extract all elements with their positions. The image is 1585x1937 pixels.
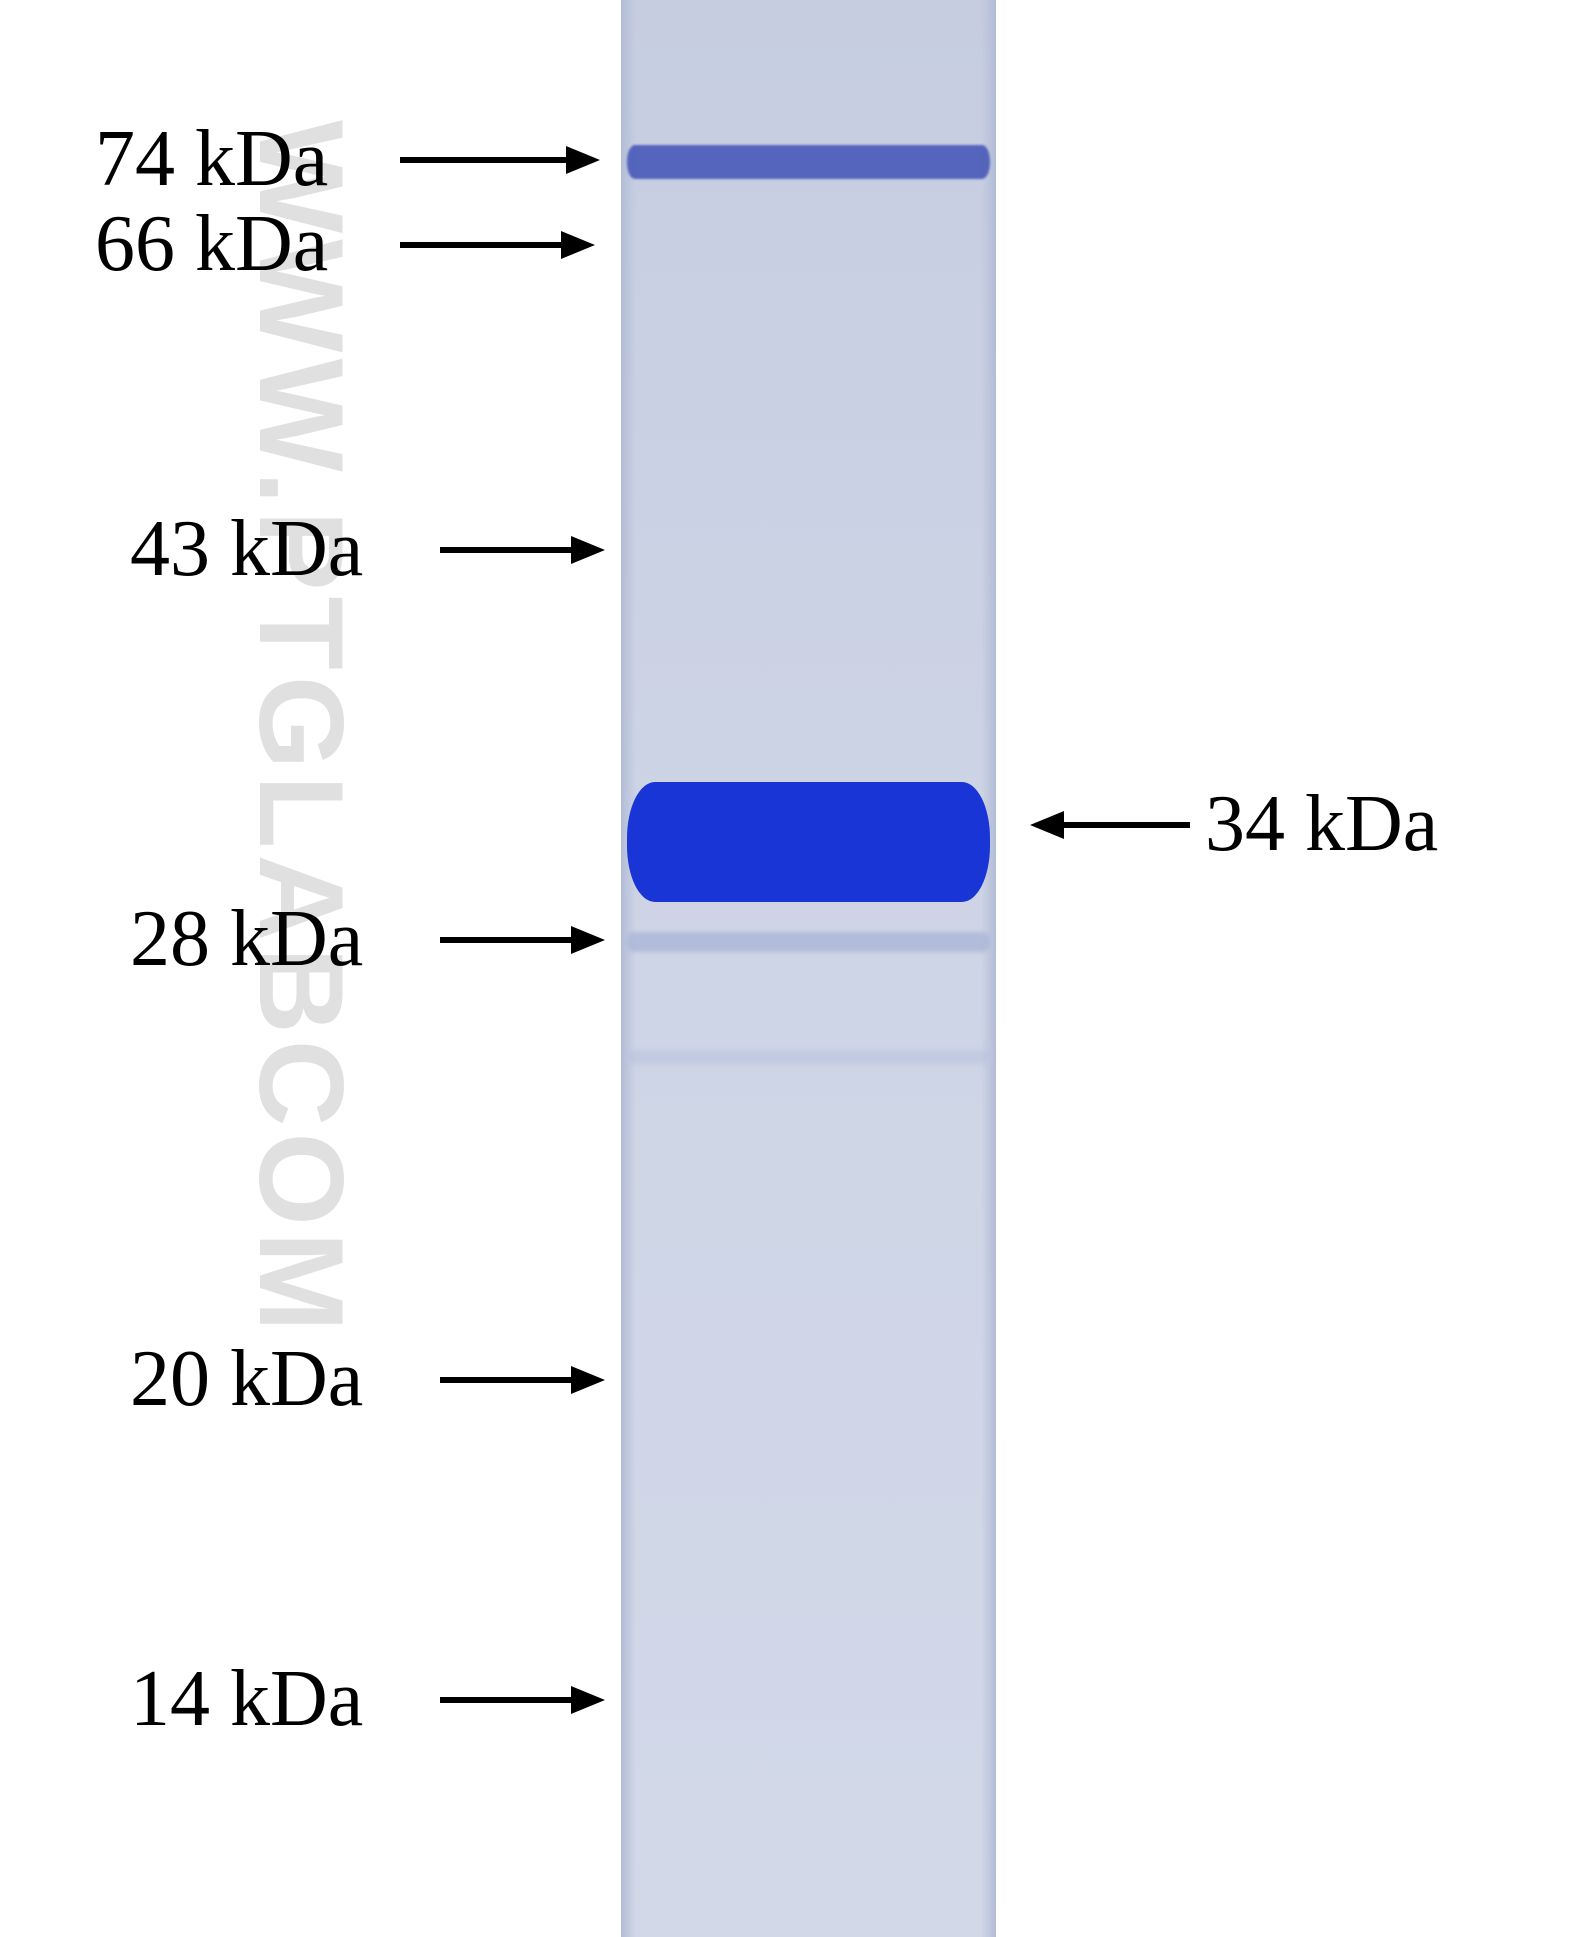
marker-label: 66 kDa bbox=[95, 199, 328, 290]
marker-label: 74 kDa bbox=[95, 114, 328, 205]
marker-label: 34 kDa bbox=[1205, 779, 1438, 870]
gel-figure: WWW.PTGLABCOM 74 kDa66 kDa43 kDa28 kDa20… bbox=[0, 0, 1585, 1937]
marker-label: 14 kDa bbox=[130, 1654, 363, 1745]
marker-label: 28 kDa bbox=[130, 894, 363, 985]
marker-label: 43 kDa bbox=[130, 504, 363, 595]
marker-label: 20 kDa bbox=[130, 1334, 363, 1425]
